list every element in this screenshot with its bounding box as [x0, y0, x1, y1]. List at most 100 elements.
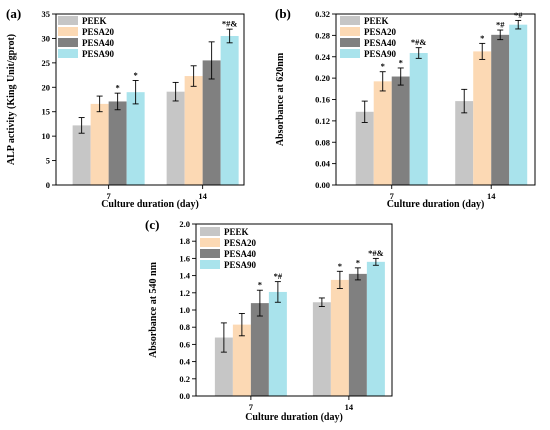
y-tick-label: 0.20 — [315, 73, 330, 83]
y-tick-label: 0.16 — [315, 95, 330, 105]
significance-label: * — [116, 83, 120, 93]
legend-swatch-pesa40 — [58, 38, 78, 47]
legend-label-pesa40: PESA40 — [224, 249, 257, 259]
x-tick-label: 7 — [249, 402, 254, 412]
y-tick-label: 35 — [42, 9, 51, 19]
bar-pesa20-day-14 — [330, 279, 349, 396]
y-tick-label: 0.4 — [179, 357, 190, 367]
legend-label-pesa90: PESA90 — [224, 260, 257, 270]
plot-frame — [55, 13, 245, 186]
bar-peek-day-14 — [455, 101, 474, 185]
y-tick-label: 10 — [42, 131, 51, 141]
legend-label-peek: PEEK — [82, 16, 107, 26]
y-tick-label: 0.24 — [315, 52, 331, 62]
y-tick-label: 1.2 — [179, 288, 190, 298]
x-tick-label: 14 — [345, 402, 354, 412]
bar-peek-day-7 — [355, 111, 374, 185]
x-tick-label: 7 — [390, 191, 395, 201]
bar-pesa90-day-14 — [220, 35, 239, 185]
legend-swatch-peek — [200, 227, 220, 236]
legend-swatch-pesa20 — [58, 27, 78, 36]
y-tick-label: 0 — [46, 180, 50, 190]
y-tick-label: 0.12 — [315, 116, 330, 126]
y-tick-label: 0.28 — [315, 30, 330, 40]
legend-swatch-pesa20 — [200, 238, 220, 247]
y-tick-label: 0.00 — [315, 180, 330, 190]
plot-frame — [195, 223, 393, 397]
y-tick-label: 20 — [42, 82, 51, 92]
bar-pesa90-day-7 — [409, 53, 428, 186]
bar-pesa20-day-14 — [184, 76, 203, 185]
legend-swatch-pesa90 — [340, 49, 360, 58]
bar-pesa40-day-7 — [250, 303, 269, 396]
y-tick-label: 0.6 — [179, 339, 190, 349]
bar-pesa90-day-14 — [366, 261, 385, 396]
legend-label-pesa20: PESA20 — [364, 27, 397, 37]
y-axis-title: Absorbance at 540 nm — [148, 261, 159, 358]
bar-pesa20-day-7 — [232, 324, 251, 396]
bar-pesa40-day-7 — [108, 101, 127, 185]
legend-swatch-peek — [340, 16, 360, 25]
bar-pesa40-day-14 — [348, 273, 367, 396]
y-tick-label: 0.8 — [179, 322, 190, 332]
significance-label: * — [356, 257, 360, 267]
y-tick-label: 25 — [42, 58, 51, 68]
bar-pesa90-day-7 — [126, 92, 145, 185]
y-tick-label: 30 — [42, 33, 51, 43]
y-tick-label: 1.0 — [179, 305, 190, 315]
bar-peek-day-14 — [312, 302, 331, 396]
bar-peek-day-7 — [214, 337, 233, 396]
y-tick-label: 0.04 — [315, 159, 331, 169]
panel-label: (a) — [6, 6, 21, 21]
legend-swatch-pesa40 — [200, 249, 220, 258]
significance-label: *# — [514, 10, 523, 20]
legend-swatch-peek — [58, 16, 78, 25]
x-tick-label: 14 — [198, 191, 207, 201]
significance-label: *# — [496, 20, 505, 30]
y-tick-label: 0.0 — [179, 391, 190, 401]
panel-c: (c) * *# 7 * * *#& 14 0.0 0.2 0.4 0.6 0.8 1.0 1.2 1.4 1.… — [145, 217, 393, 423]
x-tick-label: 14 — [487, 191, 496, 201]
panel-b: (b) * * *#& 7 * *# *# 14 0.00 0.04 0.08 0.12 0.16 0.20… — [275, 6, 536, 210]
significance-label: *#& — [368, 248, 384, 258]
y-tick-label: 1.4 — [179, 271, 190, 281]
legend-label-pesa40: PESA40 — [364, 38, 397, 48]
panel-a: (a) * * 7 *#& 14 0 5 10 15 20 25 30 35 Culture duratio… — [6, 6, 245, 210]
legend-swatch-pesa90 — [200, 260, 220, 269]
significance-label: * — [258, 280, 262, 290]
y-tick-label: 2.0 — [179, 219, 190, 229]
x-tick-label: 7 — [107, 191, 112, 201]
legend-label-peek: PEEK — [224, 227, 249, 237]
legend-label-pesa20: PESA20 — [224, 238, 257, 248]
legend-swatch-pesa20 — [340, 27, 360, 36]
legend-label-pesa90: PESA90 — [82, 49, 115, 59]
legend-label-pesa90: PESA90 — [364, 49, 397, 59]
y-tick-label: 15 — [42, 107, 51, 117]
bar-pesa40-day-14 — [491, 34, 510, 186]
y-tick-label: 0.32 — [315, 9, 330, 19]
plot-frame — [335, 13, 536, 186]
legend-label-pesa20: PESA20 — [82, 27, 115, 37]
legend-swatch-pesa90 — [58, 49, 78, 58]
panel-label: (c) — [145, 217, 159, 232]
bar-pesa20-day-7 — [90, 103, 109, 185]
significance-label: * — [381, 61, 385, 71]
bar-pesa40-day-7 — [391, 76, 410, 185]
x-axis-title: Culture duration (day) — [387, 199, 485, 210]
significance-label: *# — [274, 271, 283, 281]
bar-pesa20-day-7 — [373, 81, 392, 185]
x-axis-title: Culture duration (day) — [245, 412, 343, 423]
legend-label-pesa40: PESA40 — [82, 38, 115, 48]
y-axis-title: ALP activity (King Unit/gprot) — [6, 34, 17, 165]
significance-label: * — [134, 70, 138, 80]
legend-label-peek: PEEK — [364, 16, 389, 26]
significance-label: *#& — [411, 37, 427, 47]
bar-peek-day-14 — [166, 91, 185, 185]
y-tick-label: 0.2 — [179, 374, 190, 384]
bar-peek-day-7 — [72, 125, 91, 185]
y-tick-label: 5 — [46, 156, 50, 166]
